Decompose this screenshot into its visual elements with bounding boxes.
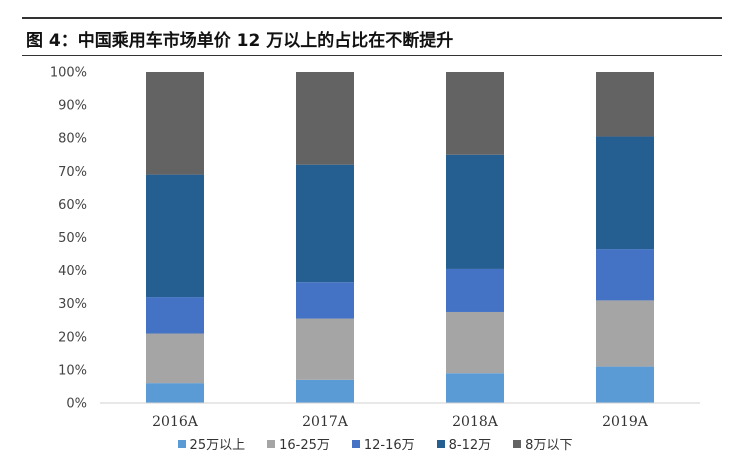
legend-swatch — [177, 439, 186, 448]
y-tick-label: 0% — [66, 397, 87, 412]
title-rule — [22, 55, 722, 56]
bar-segment — [446, 72, 504, 155]
top-rule — [22, 17, 722, 19]
bar-segment — [596, 300, 654, 367]
legend-label: 16-25万 — [279, 438, 330, 453]
y-tick-label: 10% — [58, 363, 87, 378]
y-tick-label: 40% — [58, 264, 87, 279]
bar-segment — [296, 72, 354, 165]
y-tick-label: 20% — [58, 330, 87, 345]
bar-segment — [146, 174, 204, 298]
bar-segment — [596, 249, 654, 301]
y-tick-label: 70% — [58, 165, 87, 180]
y-tick-label: 80% — [58, 132, 87, 147]
legend-label: 8万以下 — [525, 438, 573, 453]
legend-label: 25万以上 — [189, 438, 246, 453]
bar-segment — [596, 72, 654, 137]
legend-swatch — [436, 439, 445, 448]
bar-segment — [296, 282, 354, 319]
legend-item: 16-25万 — [267, 434, 330, 453]
bar-segment — [146, 333, 204, 384]
legend-swatch — [267, 439, 276, 448]
bar-segment — [596, 366, 654, 403]
bar-segment — [296, 379, 354, 403]
bar-segment — [146, 72, 204, 175]
legend-label: 8-12万 — [448, 438, 492, 453]
bar-segment — [296, 164, 354, 283]
legend-item: 25万以上 — [177, 434, 246, 453]
bar-segment — [146, 297, 204, 334]
y-tick-label: 30% — [58, 297, 87, 312]
bar-segment — [446, 373, 504, 403]
bar-segment — [446, 268, 504, 312]
legend-label: 12-16万 — [363, 438, 415, 453]
legend-item: 8-12万 — [436, 434, 492, 453]
legend-swatch — [351, 439, 360, 448]
chart-legend: 25万以上 16-25万 12-16万 8-12万 8万以下 — [0, 434, 750, 453]
bar-segment — [446, 311, 504, 374]
chart-title: 图 4：中国乘用车市场单价 12 万以上的占比在不断提升 — [26, 31, 454, 51]
y-tick-label: 90% — [58, 99, 87, 114]
y-tick-label: 60% — [58, 198, 87, 213]
bar-segment — [446, 154, 504, 269]
x-tick-label: 2016A — [152, 414, 199, 430]
y-tick-label: 50% — [58, 231, 87, 246]
bar-segment — [296, 318, 354, 380]
bar-segment — [146, 383, 204, 403]
x-tick-label: 2017A — [302, 414, 349, 430]
legend-swatch — [513, 439, 522, 448]
x-tick-label: 2018A — [452, 414, 499, 430]
y-tick-label: 100% — [50, 66, 87, 81]
legend-item: 12-16万 — [351, 434, 415, 453]
bar-segment — [596, 136, 654, 250]
legend-item: 8万以下 — [513, 434, 572, 453]
x-tick-label: 2019A — [602, 414, 649, 430]
